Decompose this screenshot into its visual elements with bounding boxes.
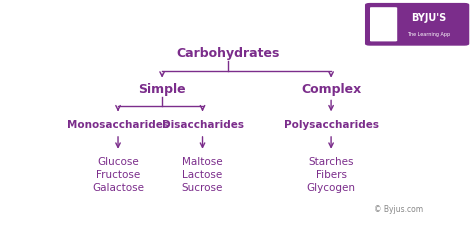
Text: The Learning App: The Learning App [407,32,450,36]
Text: Complex: Complex [301,83,361,95]
Text: Disaccharides: Disaccharides [162,120,244,130]
Text: Polysaccharides: Polysaccharides [283,120,379,130]
Text: Monosaccharides: Monosaccharides [67,120,169,130]
Text: Starches
Fibers
Glycogen: Starches Fibers Glycogen [307,157,356,193]
Text: Carbohydrates: Carbohydrates [176,47,280,60]
Text: Simple: Simple [138,83,186,95]
FancyBboxPatch shape [365,3,469,46]
Text: Maltose
Lactose
Sucrose: Maltose Lactose Sucrose [182,157,223,193]
Text: BYJU'S: BYJU'S [411,13,446,24]
FancyBboxPatch shape [370,7,397,41]
Text: © Byjus.com: © Byjus.com [374,205,423,214]
Text: Glucose
Fructose
Galactose: Glucose Fructose Galactose [92,157,144,193]
